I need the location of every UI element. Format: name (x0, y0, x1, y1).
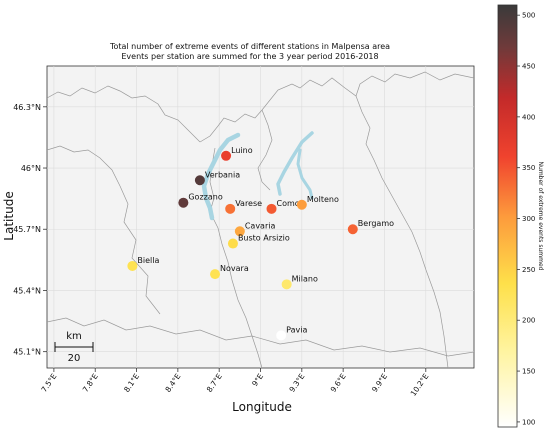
scale-bar: km 20 (54, 331, 94, 364)
border-south (47, 317, 474, 357)
station-busto-arsizio: Busto Arsizio (227, 234, 290, 249)
colorbar-tick-label: 250 (522, 266, 535, 274)
y-tick-label: 46°N (21, 164, 41, 173)
lake-maggiore (201, 132, 241, 221)
lake-como-west (276, 131, 314, 196)
station-label: Gozzano (188, 193, 222, 202)
x-tick-label: 8.1°E (122, 372, 141, 394)
station-novara: Novara (210, 264, 249, 280)
station-label: Varese (235, 199, 262, 208)
colorbar-tick-label: 350 (522, 164, 535, 172)
border-northwest (47, 85, 201, 143)
colorbar-tick-label: 300 (522, 215, 535, 223)
station-marker (281, 279, 292, 290)
x-tick-label: 8.7°E (205, 372, 224, 394)
station-varese: Varese (225, 199, 262, 214)
graticule (47, 66, 474, 368)
station-label: Molteno (307, 195, 339, 204)
border-swiss-italy (199, 71, 474, 143)
border-lombardy-east (355, 95, 449, 368)
x-tick-label: 9°E (250, 372, 265, 388)
station-gozzano: Gozzano (178, 193, 223, 208)
scale-bar-unit: km (66, 331, 82, 342)
x-tick-label: 8.4°E (163, 372, 182, 394)
station-marker (210, 269, 221, 280)
chart-title-line1: Total number of extreme events of differ… (109, 42, 390, 51)
station-marker (127, 260, 138, 271)
station-label: Cavaria (245, 221, 276, 230)
station-pavia: Pavia (276, 325, 307, 341)
station-label: Biella (137, 256, 159, 265)
station-marker (221, 150, 232, 161)
station-marker (296, 199, 307, 210)
border-alps-west (47, 145, 121, 187)
colorbar-label: Number of extreme events summed (537, 162, 544, 271)
station-label: Verbania (205, 170, 240, 179)
x-tick-label: 9.6°E (329, 372, 348, 394)
scale-bar-value: 20 (68, 353, 81, 364)
colorbar-tick-label: 400 (522, 113, 535, 121)
x-tick-label: 10.2°E (409, 372, 431, 398)
y-axis-ticks: 46.3°N 46°N 45.7°N 45.4°N 45.1°N (13, 103, 47, 357)
station-marker (178, 197, 189, 208)
chart-title-line2: Events per station are summed for the 3 … (121, 52, 378, 61)
station-label: Pavia (286, 325, 307, 334)
station-label: Luino (231, 146, 253, 155)
colorbar-ticks: 100 150 200 250 300 350 400 450 500 (517, 12, 535, 426)
x-axis-label: Longitude (232, 400, 292, 414)
colorbar-tick-label: 100 (522, 418, 535, 426)
station-label: Busto Arsizio (238, 234, 290, 243)
station-milano: Milano (281, 274, 318, 290)
x-tick-label: 7.5°E (39, 372, 58, 394)
border-lines (47, 71, 474, 368)
border-ticino (257, 109, 273, 191)
station-marker (276, 330, 287, 341)
station-marker (234, 226, 245, 237)
colorbar: 100 150 200 250 300 350 400 450 500 Number of ex… (497, 4, 544, 428)
colorbar-tick-label: 200 (522, 317, 535, 325)
station-marker (194, 175, 205, 186)
colorbar-tick-label: 150 (522, 368, 535, 376)
station-biella: Biella (127, 256, 159, 271)
y-tick-label: 46.3°N (13, 103, 41, 112)
station-bergamo: Bergamo (347, 219, 394, 235)
x-tick-label: 9.3°E (287, 372, 306, 394)
lakes (201, 131, 314, 221)
x-tick-label: 7.8°E (81, 372, 100, 394)
station-marker (266, 203, 277, 214)
station-marker (347, 224, 358, 235)
station-marker (225, 203, 236, 214)
colorbar-tick-label: 500 (522, 12, 535, 20)
station-label: Como (277, 199, 300, 208)
y-tick-label: 45.4°N (13, 286, 41, 295)
border-piedmont-lombardy (209, 147, 263, 368)
x-axis-ticks: 7.5°E 7.8°E 8.1°E 8.4°E 8.7°E 9°E 9.3°E 9.6°E 9.… (39, 368, 431, 398)
station-label: Bergamo (358, 219, 394, 228)
station-markers: Luino Verbania Gozzano Varese Como Molteno Ber… (127, 146, 394, 341)
station-luino: Luino (221, 146, 253, 161)
x-tick-label: 9.9°E (370, 372, 389, 394)
station-marker (227, 238, 238, 249)
station-como: Como (266, 199, 300, 214)
station-cavaria: Cavaria (234, 221, 276, 237)
station-label: Milano (292, 274, 318, 283)
station-molteno: Molteno (296, 195, 339, 210)
colorbar-gradient (497, 4, 518, 428)
y-tick-label: 45.7°N (13, 225, 41, 234)
station-verbania: Verbania (194, 170, 240, 186)
y-axis-label: Latitude (2, 191, 16, 240)
lake-como-east (296, 148, 314, 200)
colorbar-tick-label: 450 (522, 63, 535, 71)
station-label: Novara (220, 264, 249, 273)
y-tick-label: 45.1°N (13, 348, 41, 357)
border-piedmont-inner (119, 185, 161, 315)
